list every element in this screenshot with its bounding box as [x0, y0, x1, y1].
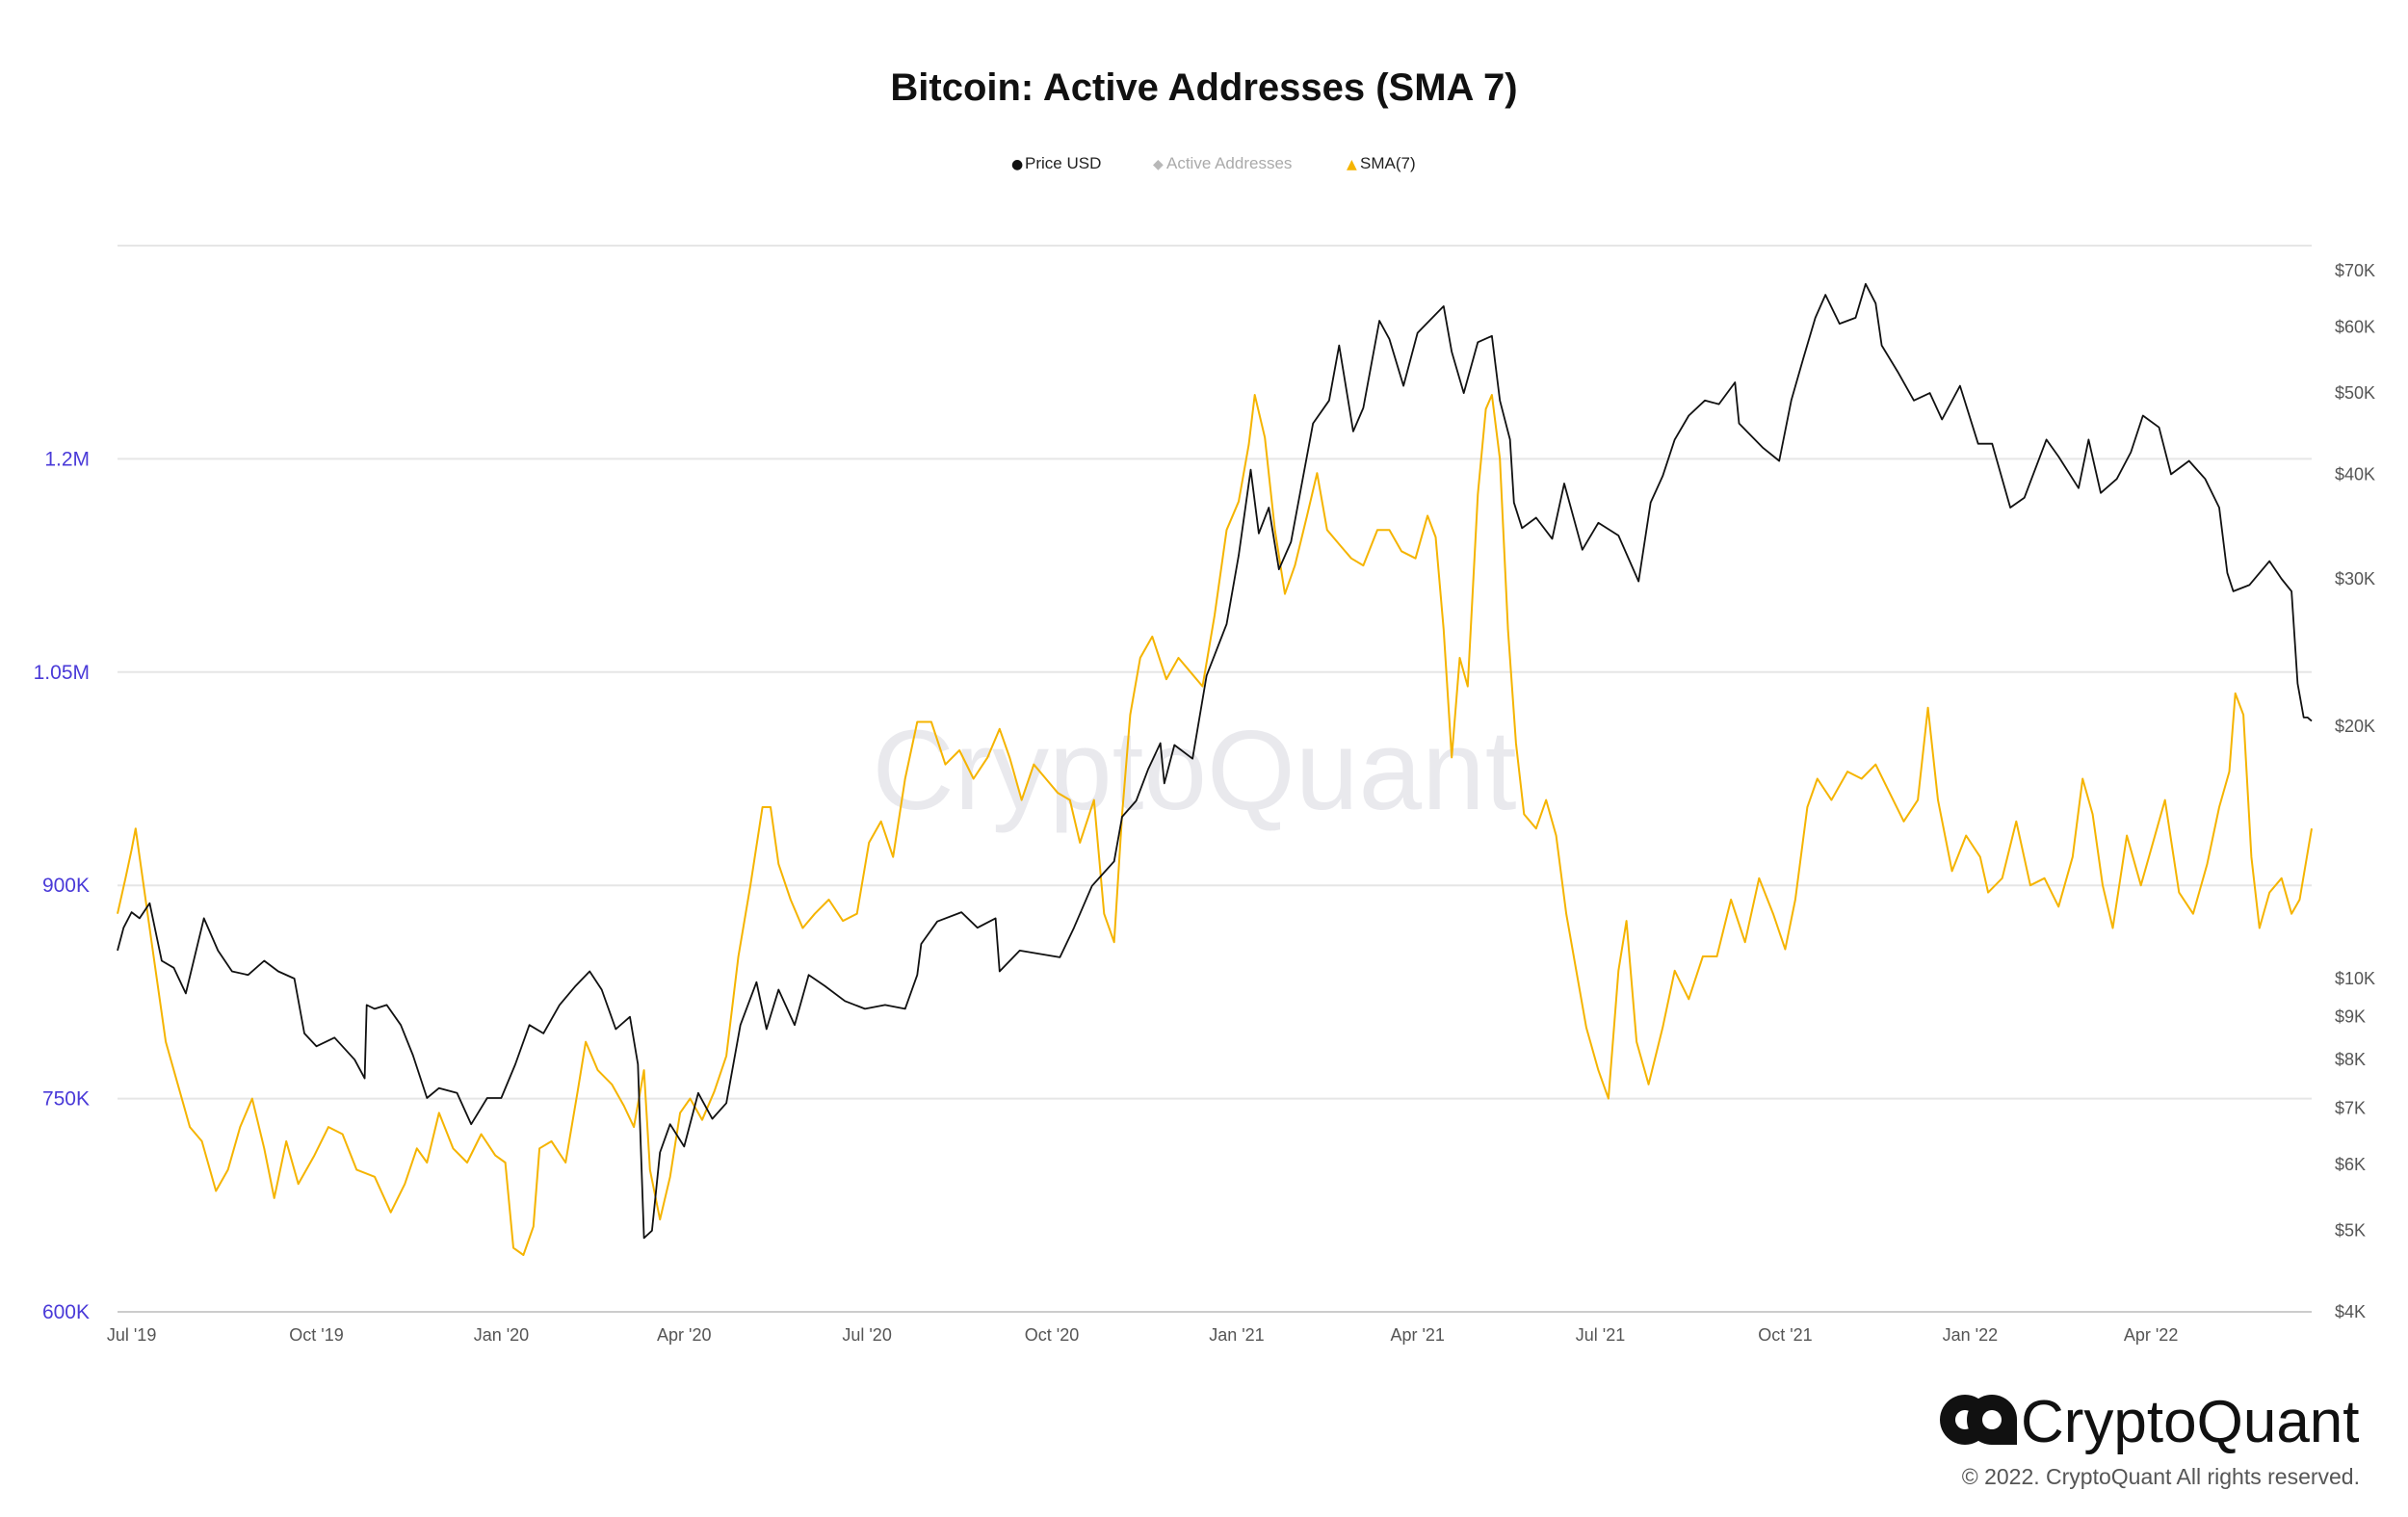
x-axis-tick-label: Apr '22 — [2124, 1325, 2178, 1345]
copyright-notice: © 2022. CryptoQuant All rights reserved. — [1962, 1464, 2360, 1489]
x-axis-tick-label: Jul '20 — [842, 1325, 891, 1345]
right-axis-ticks: $4K $5K $6K $7K $8K $9K $10K $20K $30K $40K $50K $6… — [2335, 261, 2375, 1321]
legend-item: ▲ SMA(7) — [1347, 154, 1416, 172]
series-line-price-usd — [117, 282, 2313, 1240]
legend-label: Active Addresses — [1166, 154, 1292, 172]
legend-label: SMA(7) — [1360, 154, 1416, 172]
left-axis-tick-label: 1.05M — [34, 662, 90, 684]
right-axis-tick-label: $10K — [2335, 969, 2375, 988]
right-axis-tick-label: $50K — [2335, 383, 2375, 403]
chart-legend: ● Price USD ◆ Active Addresses ▲ SMA(7) — [1011, 154, 1416, 172]
x-axis-tick-label: Oct '20 — [1025, 1325, 1079, 1345]
legend-item: ◆ Active Addresses — [1153, 154, 1292, 172]
right-axis-tick-label: $7K — [2335, 1099, 2366, 1118]
left-axis-tick-label: 600K — [42, 1301, 90, 1323]
right-axis-tick-label: $9K — [2335, 1007, 2366, 1027]
right-axis-tick-label: $30K — [2335, 569, 2375, 588]
series-line-sma7 — [117, 394, 2313, 1256]
x-axis-tick-label: Apr '20 — [657, 1325, 711, 1345]
right-axis-tick-label: $5K — [2335, 1221, 2366, 1241]
legend-marker-icon: ▲ — [1347, 157, 1357, 172]
x-axis-tick-label: Jan '22 — [1943, 1325, 1998, 1345]
cryptoquant-logo-icon — [1940, 1395, 2017, 1446]
cryptoquant-logo: CryptoQuant — [1940, 1389, 2360, 1455]
x-axis-tick-label: Jul '21 — [1576, 1325, 1625, 1345]
x-axis-tick-label: Jan '20 — [474, 1325, 529, 1345]
right-axis-tick-label: $6K — [2335, 1155, 2366, 1174]
right-axis-tick-label: $20K — [2335, 717, 2375, 736]
right-axis-tick-label: $8K — [2335, 1050, 2366, 1069]
x-axis-tick-label: Oct '19 — [289, 1325, 343, 1345]
x-axis-tick-label: Jul '19 — [107, 1325, 156, 1345]
x-axis-tick-label: Oct '21 — [1758, 1325, 1812, 1345]
grid-lines — [118, 245, 2312, 1313]
right-axis-tick-label: $70K — [2335, 261, 2375, 280]
right-axis-tick-label: $40K — [2335, 464, 2375, 484]
left-axis-tick-label: 900K — [42, 875, 90, 897]
x-axis-tick-label: Apr '21 — [1390, 1325, 1444, 1345]
brand-name: CryptoQuant — [2021, 1389, 2360, 1455]
legend-marker-icon: ◆ — [1153, 157, 1164, 172]
right-axis-tick-label: $4K — [2335, 1302, 2366, 1321]
left-axis-tick-label: 750K — [42, 1088, 90, 1111]
legend-marker-icon: ● — [1011, 157, 1023, 172]
chart-title: Bitcoin: Active Addresses (SMA 7) — [890, 66, 1517, 109]
x-axis-tick-label: Jan '21 — [1209, 1325, 1264, 1345]
left-axis-ticks: 600K 750K 900K 1.05M 1.2M — [34, 448, 90, 1323]
x-axis-ticks: Jul '19 Oct '19 Jan '20 Apr '20 Jul '20 Oct '… — [107, 1325, 2178, 1345]
right-axis-tick-label: $60K — [2335, 317, 2375, 336]
legend-item: ● Price USD — [1011, 154, 1101, 172]
legend-label: Price USD — [1025, 154, 1101, 172]
left-axis-tick-label: 1.2M — [44, 448, 90, 470]
series-layer — [117, 282, 2313, 1256]
